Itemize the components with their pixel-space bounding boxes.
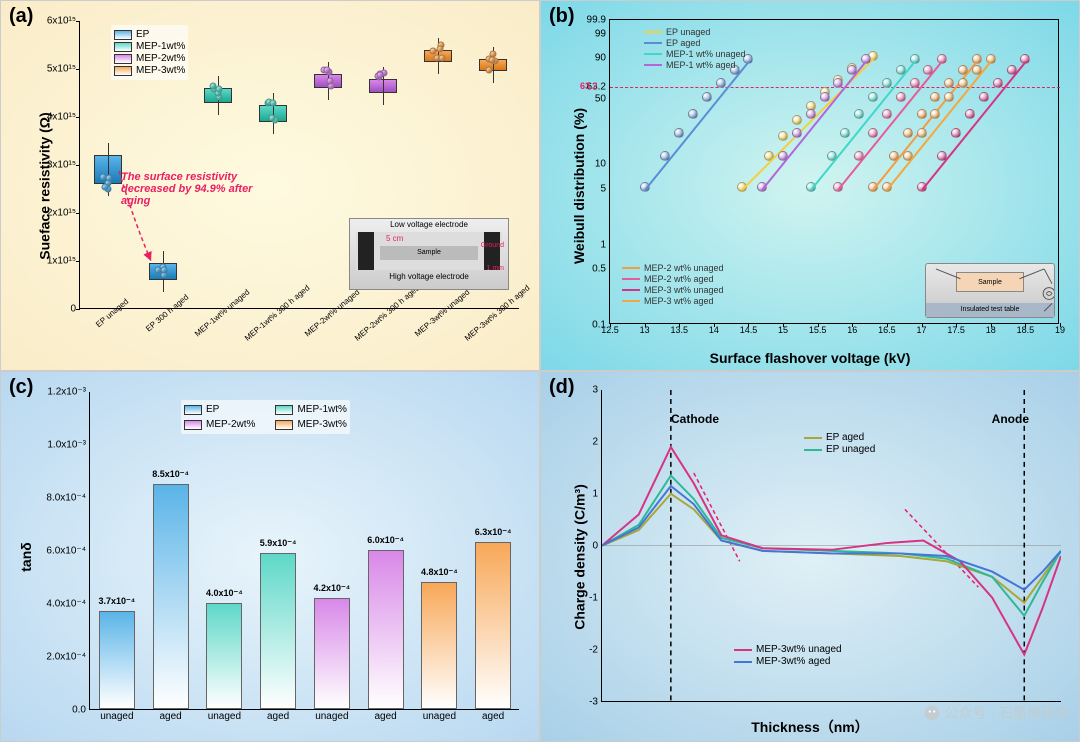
panel-a-label: (a) bbox=[9, 5, 33, 28]
wechat-icon bbox=[923, 704, 941, 722]
panel-d-label: (d) bbox=[549, 376, 575, 399]
panel-d-legend-bot: MEP-3wt% unagedMEP-3wt% aged bbox=[731, 640, 845, 671]
panel-b-legend-top: EP unagedEP agedMEP-1 wt% unagedMEP-1 wt… bbox=[641, 23, 749, 74]
panel-b-ylabel: Weibull distribution (%) bbox=[571, 107, 587, 263]
panel-a-annotation: The surface resistivity decreased by 94.… bbox=[121, 171, 281, 207]
cathode-label: Cathode bbox=[671, 412, 719, 426]
panel-b-inset: Sample Insulated test table bbox=[925, 263, 1055, 318]
panel-d-xlabel: Thickness（nm） bbox=[751, 717, 868, 737]
watermark: 公众号 · 石墨烯研究 bbox=[923, 703, 1069, 723]
anode-label: Anode bbox=[992, 412, 1029, 426]
panel-a-legend: EPMEP-1wt%MEP-2wt%MEP-3wt% bbox=[111, 25, 188, 80]
panel-a-ylabel: Sueface resistivity (Ω) bbox=[37, 112, 53, 259]
panel-c-plot: 0.02.0x10⁻⁴4.0x10⁻⁴6.0x10⁻⁴8.0x10⁻⁴1.0x1… bbox=[89, 392, 519, 710]
panel-a: (a) Sueface resistivity (Ω) 01x10¹⁵2x10¹… bbox=[0, 0, 540, 371]
panel-b-legend-bot: MEP-2 wt% unagedMEP-2 wt% agedMEP-3 wt% … bbox=[619, 259, 727, 310]
panel-c: (c) tanδ 0.02.0x10⁻⁴4.0x10⁻⁴6.0x10⁻⁴8.0x… bbox=[0, 371, 540, 742]
panel-c-label: (c) bbox=[9, 376, 33, 399]
panel-a-inset: Low voltage electrode Sample 5 cm Ground… bbox=[349, 218, 509, 290]
panel-b: (b) Weibull distribution (%) Surface fla… bbox=[540, 0, 1080, 371]
panel-d-legend-top: EP agedEP unaged bbox=[801, 428, 878, 459]
panel-b-label: (b) bbox=[549, 5, 575, 28]
panel-b-xlabel: Surface flashover voltage (kV) bbox=[710, 350, 911, 366]
panel-d-ylabel: Charge density (C/m³) bbox=[572, 484, 588, 629]
panel-c-ylabel: tanδ bbox=[18, 542, 34, 572]
panel-c-legend: EPMEP-1wt%MEP-2wt%MEP-3wt% bbox=[181, 400, 350, 434]
panel-d: (d) Charge density (C/m³) Thickness（nm） … bbox=[540, 371, 1080, 742]
